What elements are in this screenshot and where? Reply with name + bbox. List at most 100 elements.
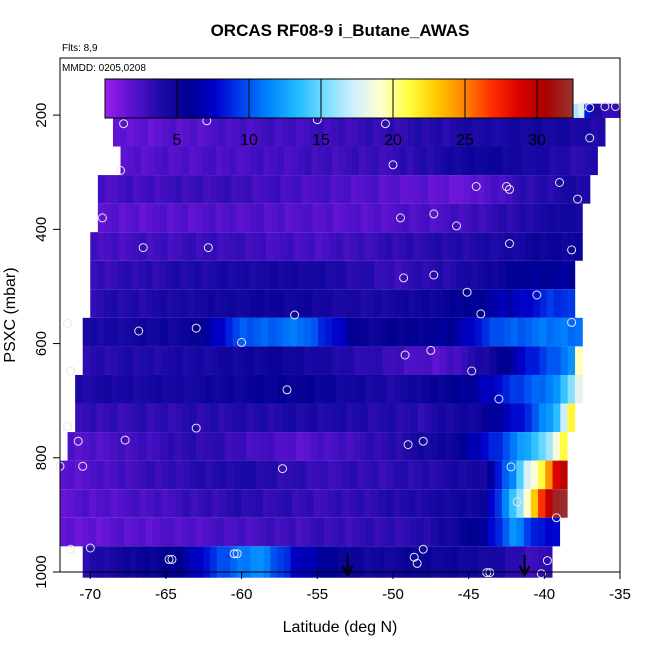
heatmap-cell — [470, 260, 479, 290]
heatmap-cell — [373, 260, 382, 290]
heatmap-cell — [188, 517, 197, 547]
heatmap-cell — [299, 489, 307, 518]
heatmap-cell — [436, 460, 445, 490]
heatmap-cell — [343, 374, 351, 404]
heatmap-cell — [154, 346, 162, 375]
heatmap-cell — [559, 460, 568, 490]
heatmap-cell — [302, 517, 311, 547]
heatmap-cell — [445, 517, 454, 547]
colorbar-segment — [229, 79, 233, 118]
heatmap-cell — [357, 232, 365, 261]
heatmap-cell — [459, 374, 467, 404]
heatmap-cell — [373, 289, 382, 318]
heatmap-cell — [212, 374, 221, 404]
heatmap-cell — [332, 317, 341, 347]
heatmap-cell — [439, 403, 447, 433]
heatmap-cell — [337, 117, 346, 147]
heatmap-cell — [225, 346, 234, 375]
heatmap-cell — [567, 374, 576, 404]
heatmap-cell — [540, 203, 549, 233]
heatmap-cell — [236, 146, 244, 176]
y-axis: 200 400 600 800 1000 — [33, 103, 60, 589]
heatmap-cell — [487, 460, 496, 490]
heatmap-cell — [501, 460, 510, 490]
heatmap-cell — [444, 546, 452, 578]
heatmap-cell — [530, 517, 539, 547]
colorbar-segment — [235, 79, 239, 118]
heatmap-cell — [301, 175, 310, 204]
colorbar-segment — [372, 79, 375, 118]
heatmap-cell — [360, 317, 369, 347]
heatmap-cell — [456, 289, 465, 318]
heatmap-cell — [89, 346, 98, 375]
heatmap-cell — [332, 403, 340, 433]
heatmap-cell — [583, 117, 592, 147]
heatmap-cell — [392, 232, 401, 261]
heatmap-cell — [597, 117, 606, 147]
heatmap-cell — [526, 203, 535, 233]
heatmap-cell — [563, 146, 571, 176]
heatmap-cell — [97, 289, 105, 318]
heatmap-cell — [533, 260, 541, 290]
heatmap-cell — [216, 517, 225, 547]
heatmap-cell — [454, 146, 462, 176]
heatmap-cell — [143, 546, 151, 578]
heatmap-cell — [561, 232, 569, 261]
heatmap-cell — [129, 546, 137, 578]
heatmap-cell — [104, 203, 113, 233]
sample-point — [600, 102, 610, 111]
heatmap-cell — [277, 489, 286, 518]
heatmap-cell — [161, 146, 169, 176]
heatmap-cell — [120, 146, 128, 176]
heatmap-cell — [385, 175, 394, 204]
heatmap-cell — [328, 460, 336, 490]
heatmap-cell — [483, 232, 492, 261]
heatmap-cell — [274, 117, 283, 147]
heatmap-cell — [429, 260, 437, 290]
heatmap-cell — [502, 517, 511, 547]
colorbar-segment — [555, 79, 558, 118]
colorbar-segment — [183, 79, 186, 118]
heatmap-cell — [399, 146, 408, 176]
heatmap-cell — [104, 175, 113, 204]
heatmap-cell — [321, 374, 330, 404]
heatmap-cell — [484, 546, 493, 578]
heatmap-cell — [374, 203, 383, 233]
colorbar-segment — [288, 79, 291, 118]
heatmap-cell — [356, 460, 365, 490]
heatmap-cell — [259, 517, 268, 547]
heatmap-cell — [392, 175, 401, 204]
colorbar-segment — [257, 79, 260, 118]
colorbar-segment — [298, 79, 301, 118]
heatmap-cell — [146, 460, 155, 490]
heatmap-cell — [382, 346, 391, 375]
heatmap-cell — [458, 546, 466, 578]
heatmap-cell — [182, 317, 191, 347]
heatmap-cell — [401, 289, 410, 318]
colorbar-segment — [364, 79, 367, 118]
heatmap-cell — [154, 317, 162, 347]
heatmap-cell — [567, 403, 576, 433]
heatmap-cell — [89, 546, 97, 578]
heatmap-cell — [425, 317, 433, 347]
heatmap-cell — [125, 317, 134, 347]
heatmap-cell — [416, 517, 425, 547]
heatmap-cell — [246, 317, 255, 347]
heatmap-cell — [238, 517, 247, 547]
x-axis-label: Latitude (deg N) — [283, 619, 398, 636]
heatmap-cell — [102, 546, 111, 578]
heatmap-cell — [410, 346, 419, 375]
heatmap-cell — [118, 232, 127, 261]
heatmap-cell — [463, 175, 471, 204]
heatmap-cell — [232, 403, 240, 433]
heatmap-cell — [295, 517, 304, 547]
heatmap-cell — [378, 175, 387, 204]
colorbar-segment — [311, 79, 315, 118]
heatmap-cell — [162, 117, 170, 147]
sample-point — [116, 166, 125, 175]
heatmap-cell — [502, 374, 511, 404]
heatmap-cell — [441, 232, 450, 261]
heatmap-cell — [440, 146, 449, 176]
heatmap-cell — [474, 403, 483, 433]
heatmap-cell — [402, 517, 411, 547]
